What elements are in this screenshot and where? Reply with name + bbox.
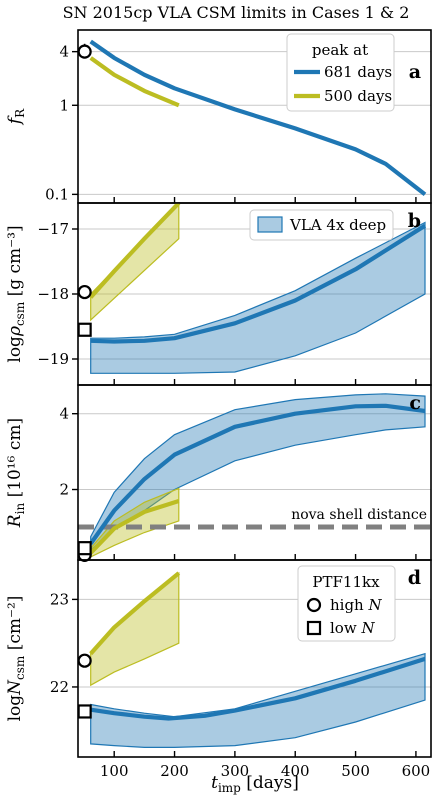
y-tick-label: 1	[59, 96, 69, 114]
y-axis-label-symbol: f	[5, 115, 25, 126]
y-tick-label: 4	[59, 43, 69, 61]
legend-label-text: high	[330, 596, 369, 614]
plot-area	[89, 39, 427, 197]
legend: VLA 4x deep	[249, 209, 394, 241]
x-axis-label-unit: [days]	[241, 773, 299, 793]
legend-label: VLA 4x deep	[289, 216, 386, 234]
band-olive	[90, 203, 180, 322]
y-tick-label: −18	[37, 285, 69, 303]
y-tick-label: 2	[59, 481, 69, 499]
nova-shell-label: nova shell distance	[291, 507, 427, 523]
point-square	[77, 541, 92, 556]
y-axis-label-symbol: ρ	[5, 326, 25, 337]
legend-label: high N	[330, 596, 383, 614]
y-tick-label: −17	[37, 220, 69, 238]
y-axis-label: logNcsm [cm⁻²]	[5, 596, 27, 722]
y-axis-label-sub: csm	[13, 655, 27, 680]
band-blue	[90, 221, 426, 374]
series-line-blue	[89, 39, 427, 197]
point-square	[77, 704, 92, 719]
x-axis-label-sub: imp	[218, 781, 241, 795]
series-line-blue	[90, 223, 427, 344]
y-axis-label-sub: in	[13, 503, 27, 515]
panel-c: 2 4 Rin [10¹⁶ cm] c nova shell distance	[5, 384, 432, 563]
plot-area	[78, 393, 431, 558]
legend-label: 500 days	[324, 87, 392, 105]
y-tick-label: 0.1	[45, 185, 69, 203]
y-tick-label: 23	[50, 590, 69, 608]
legend-box	[297, 565, 396, 642]
legend-title: PTF11kx	[312, 573, 380, 591]
y-tick-label: 4	[59, 405, 69, 423]
y-axis-label: fR	[5, 108, 27, 126]
panel-letter: a	[409, 61, 421, 83]
series-line-blue	[90, 656, 426, 721]
point-circle	[77, 653, 92, 668]
x-tick-label: 400	[281, 762, 310, 780]
y-axis-label-log: log	[5, 695, 25, 722]
panel-letter: c	[409, 392, 421, 414]
y-tick-label: 22	[50, 678, 69, 696]
panel-b: −19 −18 −17 logρcsm [g cm⁻³] b VLA 4x deep	[5, 202, 432, 386]
series-line-olive	[89, 498, 180, 555]
series-line-blue	[88, 403, 426, 545]
legend-label: 681 days	[324, 63, 392, 81]
panel-frame	[77, 559, 432, 758]
legend-title: peak at	[312, 41, 368, 59]
legend-label-italic: N	[360, 619, 375, 637]
point-square	[77, 322, 92, 337]
x-tick-label: 100	[100, 762, 129, 780]
legend-box	[249, 209, 394, 241]
y-tick-label: −19	[37, 350, 69, 368]
x-axis-label-symbol: t	[211, 773, 218, 793]
legend-marker-circle	[306, 597, 322, 613]
x-tick-label: 600	[402, 762, 431, 780]
y-axis-label-symbol: N	[5, 679, 25, 696]
x-tick-label: 300	[221, 762, 250, 780]
point-circle	[77, 44, 92, 59]
y-axis-label: Rin [10¹⁶ cm]	[5, 418, 27, 528]
y-axis-label-sub: csm	[13, 301, 27, 326]
point-circle	[77, 284, 92, 300]
legend-label-text: low	[330, 619, 361, 637]
legend-label: low N	[330, 619, 375, 637]
band-blue	[90, 652, 426, 748]
series-line-olive	[89, 56, 180, 108]
y-axis-label-unit: [10¹⁶ cm]	[5, 418, 25, 503]
series-line-olive	[89, 203, 181, 299]
chart-title: SN 2015cp VLA CSM limits in Cases 1 & 2	[63, 3, 410, 22]
y-axis-label-unit: [cm⁻²]	[5, 596, 25, 656]
legend-label-italic: N	[368, 596, 383, 614]
legend-marker-square	[306, 620, 322, 636]
plot-area	[89, 203, 427, 374]
legend-swatch	[257, 216, 283, 233]
legend: peak at 681 days 500 days	[286, 33, 395, 112]
plot-area	[89, 571, 426, 748]
y-axis-label-sub: R	[13, 108, 27, 118]
y-axis-label: logρcsm [g cm⁻³]	[5, 225, 27, 362]
band-olive	[90, 571, 180, 687]
y-axis-label-log: log	[5, 336, 25, 363]
panel-letter: b	[408, 210, 421, 232]
panel-letter: d	[408, 567, 421, 589]
y-axis-label-unit: [g cm⁻³]	[5, 225, 25, 301]
series-line-olive	[89, 571, 181, 656]
band-olive	[90, 487, 180, 558]
legend-box	[286, 33, 395, 112]
x-axis-label: timp [days]	[211, 773, 299, 795]
x-tick-label: 500	[341, 762, 370, 780]
y-axis-label-symbol: R	[5, 514, 25, 528]
x-tick-label: 200	[160, 762, 189, 780]
